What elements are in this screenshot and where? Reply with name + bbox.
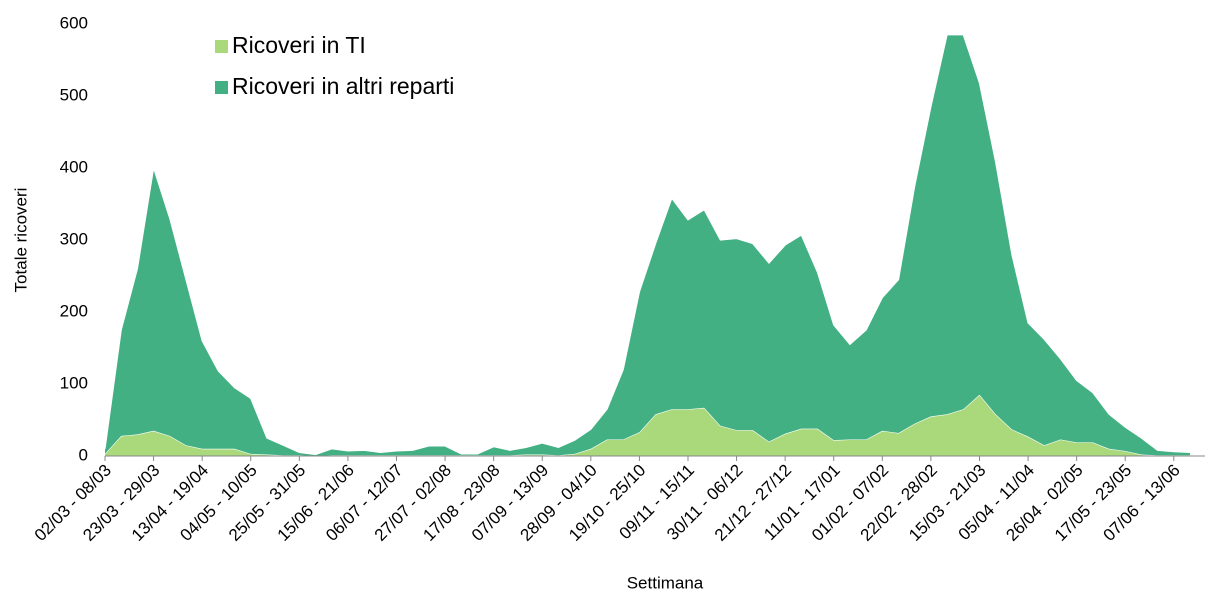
y-axis-title: Totale ricoveri bbox=[11, 188, 30, 293]
legend-label: Ricoveri in altri reparti bbox=[232, 73, 454, 99]
area bbox=[105, 34, 1190, 457]
area bbox=[105, 394, 1190, 456]
y-tick-label: 300 bbox=[60, 229, 88, 248]
legend-swatch bbox=[215, 81, 228, 94]
y-tick-label: 500 bbox=[60, 85, 88, 104]
legend-label: Ricoveri in TI bbox=[232, 32, 366, 58]
y-tick-label: 400 bbox=[60, 157, 88, 176]
y-tick-label: 0 bbox=[79, 445, 88, 464]
y-tick-label: 200 bbox=[60, 301, 88, 320]
area-edge bbox=[104, 34, 1191, 456]
x-axis-title: Settimana bbox=[627, 573, 704, 592]
y-tick-label: 600 bbox=[60, 13, 88, 32]
y-tick-label: 100 bbox=[60, 373, 88, 392]
legend-swatch bbox=[215, 40, 228, 53]
